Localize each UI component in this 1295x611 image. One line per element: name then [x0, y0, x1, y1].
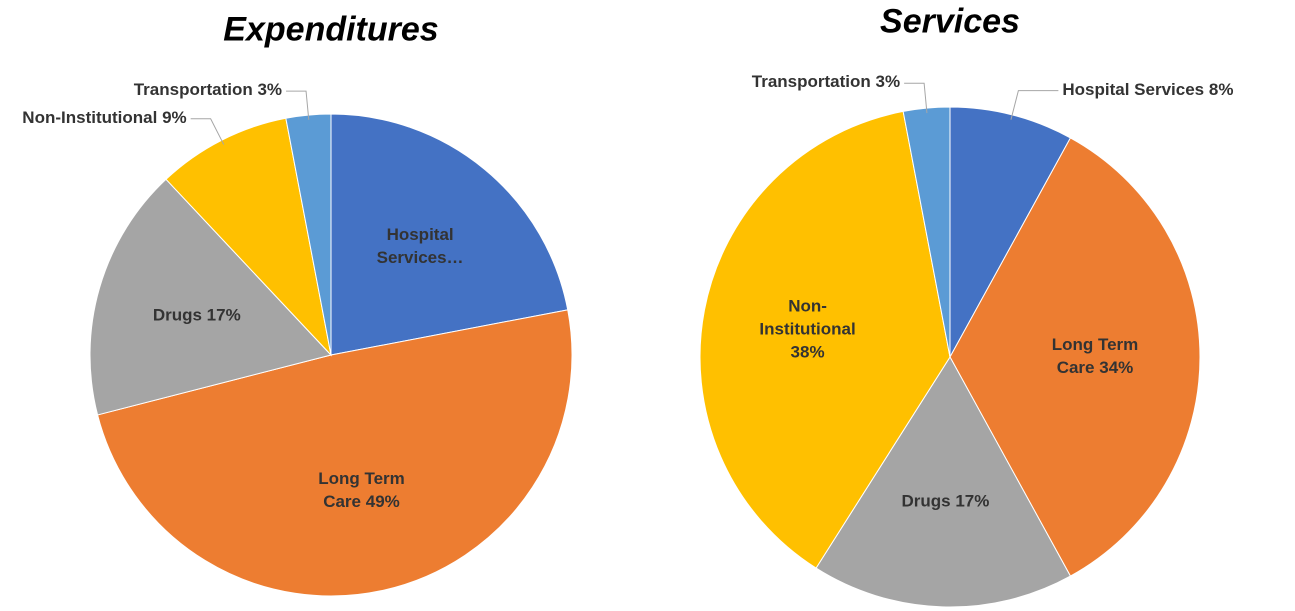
title-text: Services [880, 2, 1020, 41]
pie-slice [949, 137, 1201, 577]
data-label: Long Term Care 34% [1040, 334, 1150, 380]
title-text: Expenditures [223, 10, 439, 49]
label-category: Non-Institutional [22, 107, 158, 127]
data-label: Long Term Care 49% [306, 468, 416, 514]
label-value: 34% [1099, 358, 1134, 377]
leader-line [190, 118, 225, 145]
pie-slice [89, 178, 332, 416]
label-category: Drugs [901, 491, 951, 511]
data-label: Hospital Services… [365, 224, 475, 270]
pie-slice [96, 309, 573, 597]
label-value: 3% [257, 80, 283, 100]
data-label: Transportation 3% [752, 71, 900, 94]
label-category: Hospital Services [1062, 79, 1205, 99]
label-category: Non-Institutional [759, 296, 856, 339]
leader-line [904, 82, 928, 114]
label-value: 9% [162, 107, 187, 127]
label-category: Hospital Services… [376, 225, 464, 268]
label-value: 17% [206, 305, 241, 325]
data-label: Drugs 17% [890, 490, 1000, 513]
label-value: 49% [365, 492, 400, 512]
data-label: Hospital Services 8% [1062, 79, 1233, 102]
leader-line [1010, 90, 1059, 120]
data-label: Drugs 17% [142, 305, 252, 328]
chart-title: Expenditures [223, 11, 438, 50]
pie-slice [815, 356, 1072, 608]
label-value: 8% [1208, 79, 1234, 99]
label-value: 38% [790, 342, 825, 362]
label-value: 17% [955, 491, 990, 511]
label-category: Transportation [751, 72, 871, 92]
label-value: 3% [875, 72, 901, 92]
label-category: Transportation [133, 80, 253, 100]
data-label: Transportation 3% [134, 79, 282, 102]
leader-line [286, 90, 310, 120]
chart-title: Services [880, 3, 1020, 42]
label-category: Long Term Care [1051, 335, 1139, 377]
label-category: Drugs [152, 305, 202, 325]
data-label: Non-Institutional 9% [22, 107, 186, 130]
pie-slice [699, 110, 951, 569]
data-label: Non-Institutional 38% [753, 295, 863, 364]
pie-slice [330, 113, 569, 356]
label-category: Long Term Care [318, 469, 405, 512]
